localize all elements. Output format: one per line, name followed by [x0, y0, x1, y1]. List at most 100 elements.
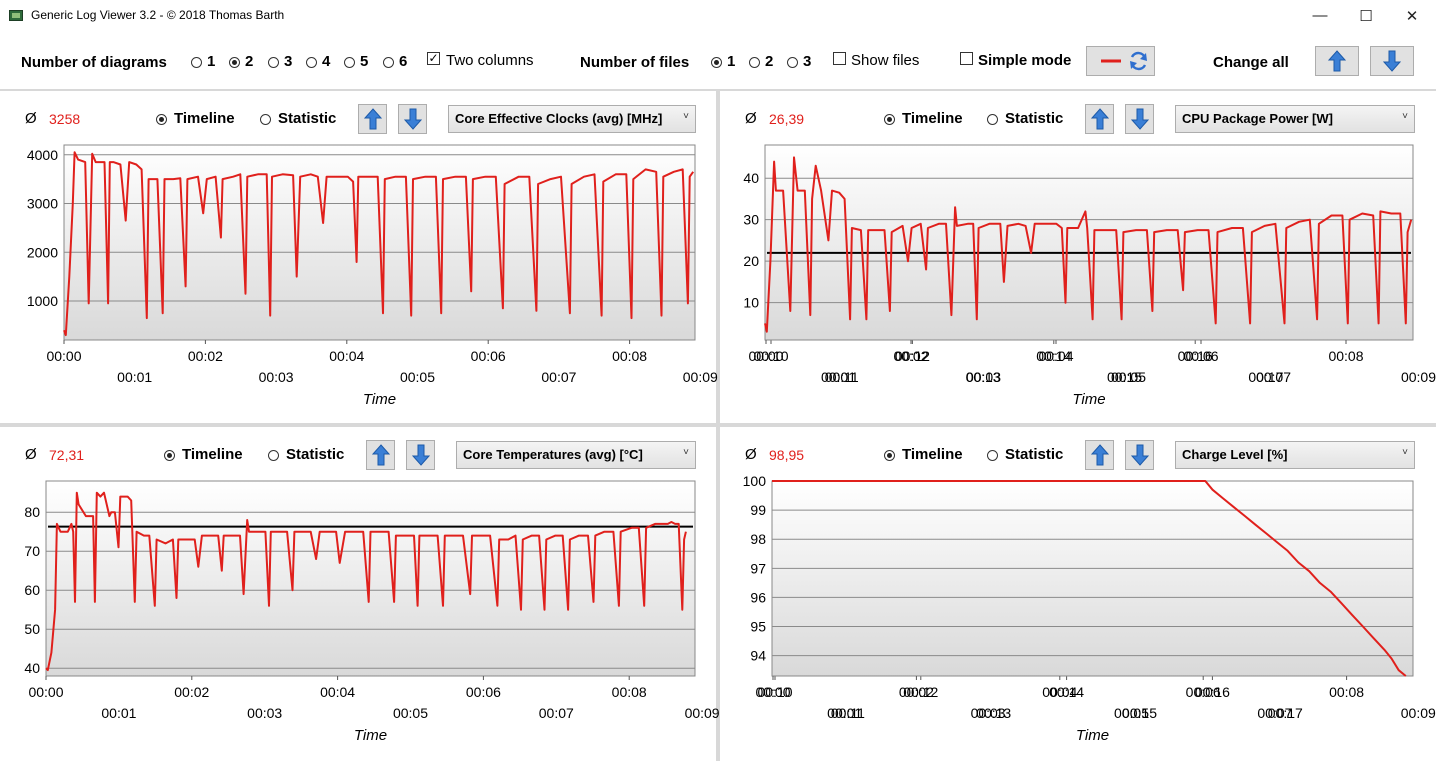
- x-tick-label: 00:08: [1329, 684, 1364, 700]
- plot-area: [771, 480, 1414, 677]
- move-down-button[interactable]: [1125, 104, 1154, 134]
- x-tick-label: 00:05: [393, 705, 428, 721]
- move-down-button[interactable]: [398, 104, 427, 134]
- timeline-label: Timeline: [902, 446, 963, 463]
- simple-mode-label: Simple mode: [978, 52, 1072, 69]
- x-tick-label: 00:04: [1042, 684, 1077, 700]
- x-tick-label: 00:08: [612, 684, 647, 700]
- timeline-radio[interactable]: [156, 114, 167, 125]
- series-line: [63, 151, 695, 337]
- move-up-button[interactable]: [366, 440, 395, 470]
- sensor-select-value: Charge Level [%]: [1182, 447, 1288, 462]
- statistic-label: Statistic: [1005, 110, 1064, 127]
- sensor-select[interactable]: CPU Package Power [W] ˅: [1175, 105, 1415, 133]
- plot-area: [45, 480, 696, 677]
- change-all-down-button[interactable]: [1370, 46, 1414, 76]
- show-files-checkbox[interactable]: [833, 52, 846, 65]
- y-tick-label: 99: [750, 502, 766, 518]
- files-radio-3[interactable]: [787, 57, 798, 68]
- diagrams-radio-1[interactable]: [191, 57, 202, 68]
- sensor-select[interactable]: Core Temperatures (avg) [°C] ˅: [456, 441, 696, 469]
- minimize-button[interactable]: —: [1312, 7, 1328, 24]
- diagrams-radio-2-label: 2: [245, 53, 254, 70]
- statistic-label: Statistic: [286, 446, 345, 463]
- y-tick-label: 60: [24, 582, 40, 598]
- x-tick-label: 00:09: [685, 705, 720, 721]
- sensor-select-value: Core Effective Clocks (avg) [MHz]: [455, 111, 663, 126]
- plot-area: [764, 144, 1414, 341]
- y-tick-label: 98: [750, 531, 766, 547]
- app-icon: [9, 10, 23, 21]
- move-up-button[interactable]: [358, 104, 387, 134]
- files-radio-1[interactable]: [711, 57, 722, 68]
- move-up-button[interactable]: [1085, 104, 1114, 134]
- x-axis-label: Time: [1072, 391, 1105, 408]
- files-radio-1-label: 1: [727, 53, 736, 70]
- diagrams-radio-4-label: 4: [322, 53, 331, 70]
- y-tick-label: 2000: [27, 244, 58, 260]
- move-down-button[interactable]: [406, 440, 435, 470]
- arrow-up-icon: [1090, 108, 1109, 130]
- maximize-button[interactable]: ☐: [1359, 7, 1373, 25]
- files-radio-2-label: 2: [765, 53, 774, 70]
- change-all-up-button[interactable]: [1315, 46, 1359, 76]
- x-tick-label: 00:02: [188, 348, 223, 364]
- chevron-down-icon: ˅: [683, 447, 689, 458]
- diagrams-radio-6-label: 6: [399, 53, 408, 70]
- x-tick-label: 00:08: [1328, 348, 1363, 364]
- move-up-button[interactable]: [1085, 440, 1114, 470]
- timeline-radio[interactable]: [884, 114, 895, 125]
- arrow-up-icon: [363, 108, 382, 130]
- change-all-label: Change all: [1213, 54, 1289, 71]
- files-radio-2[interactable]: [749, 57, 760, 68]
- diagrams-radio-3[interactable]: [268, 57, 279, 68]
- line-color-refresh-button[interactable]: [1086, 46, 1155, 76]
- x-tick-label: 00:06: [1183, 348, 1218, 364]
- x-axis-label: Time: [1076, 727, 1109, 744]
- chevron-down-icon: ˅: [1402, 447, 1408, 458]
- diagrams-radio-4[interactable]: [306, 57, 317, 68]
- title-bar: Generic Log Viewer 3.2 - © 2018 Thomas B…: [0, 0, 1436, 31]
- x-tick-label: 00:07: [1257, 705, 1292, 721]
- diagrams-radio-5-label: 5: [360, 53, 369, 70]
- sensor-select[interactable]: Charge Level [%] ˅: [1175, 441, 1415, 469]
- arrow-up-icon: [1328, 50, 1346, 72]
- statistic-radio[interactable]: [987, 450, 998, 461]
- y-tick-label: 80: [24, 504, 40, 520]
- x-tick-label: 00:00: [46, 348, 81, 364]
- x-tick-label: 00:17: [1268, 705, 1303, 721]
- x-tick-label: 00:01: [117, 369, 152, 385]
- timeline-label: Timeline: [902, 110, 963, 127]
- statistic-radio[interactable]: [268, 450, 279, 461]
- arrow-down-icon: [411, 444, 430, 466]
- sensor-select[interactable]: Core Effective Clocks (avg) [MHz] ˅: [448, 105, 696, 133]
- statistic-radio[interactable]: [260, 114, 271, 125]
- timeline-radio[interactable]: [164, 450, 175, 461]
- row-splitter[interactable]: [0, 423, 1436, 427]
- two-columns-checkbox[interactable]: ✓: [427, 51, 440, 65]
- avg-symbol: Ø: [745, 110, 757, 127]
- series-line: [45, 491, 687, 672]
- timeline-radio[interactable]: [884, 450, 895, 461]
- x-tick-label: 00:01: [827, 705, 862, 721]
- x-tick-label: 00:03: [971, 705, 1006, 721]
- x-tick-label: 00:00: [28, 684, 63, 700]
- statistic-label: Statistic: [1005, 446, 1064, 463]
- x-tick-label: 00:16: [1195, 684, 1230, 700]
- x-tick-label: 00:13: [976, 705, 1011, 721]
- window-title: Generic Log Viewer 3.2 - © 2018 Thomas B…: [31, 8, 285, 22]
- diagrams-radio-6[interactable]: [383, 57, 394, 68]
- statistic-radio[interactable]: [987, 114, 998, 125]
- move-down-button[interactable]: [1125, 440, 1154, 470]
- timeline-label: Timeline: [182, 446, 243, 463]
- y-tick-label: 100: [743, 473, 767, 489]
- diagrams-radio-2[interactable]: [229, 57, 240, 68]
- y-tick-label: 4000: [27, 147, 58, 163]
- simple-mode-checkbox[interactable]: [960, 52, 973, 65]
- x-tick-label: 00:02: [893, 348, 928, 364]
- x-tick-label: 00:03: [247, 705, 282, 721]
- close-button[interactable]: ✕: [1405, 7, 1419, 25]
- x-tick-label: 00:09: [683, 369, 718, 385]
- diagrams-radio-5[interactable]: [344, 57, 355, 68]
- arrow-down-icon: [1130, 444, 1149, 466]
